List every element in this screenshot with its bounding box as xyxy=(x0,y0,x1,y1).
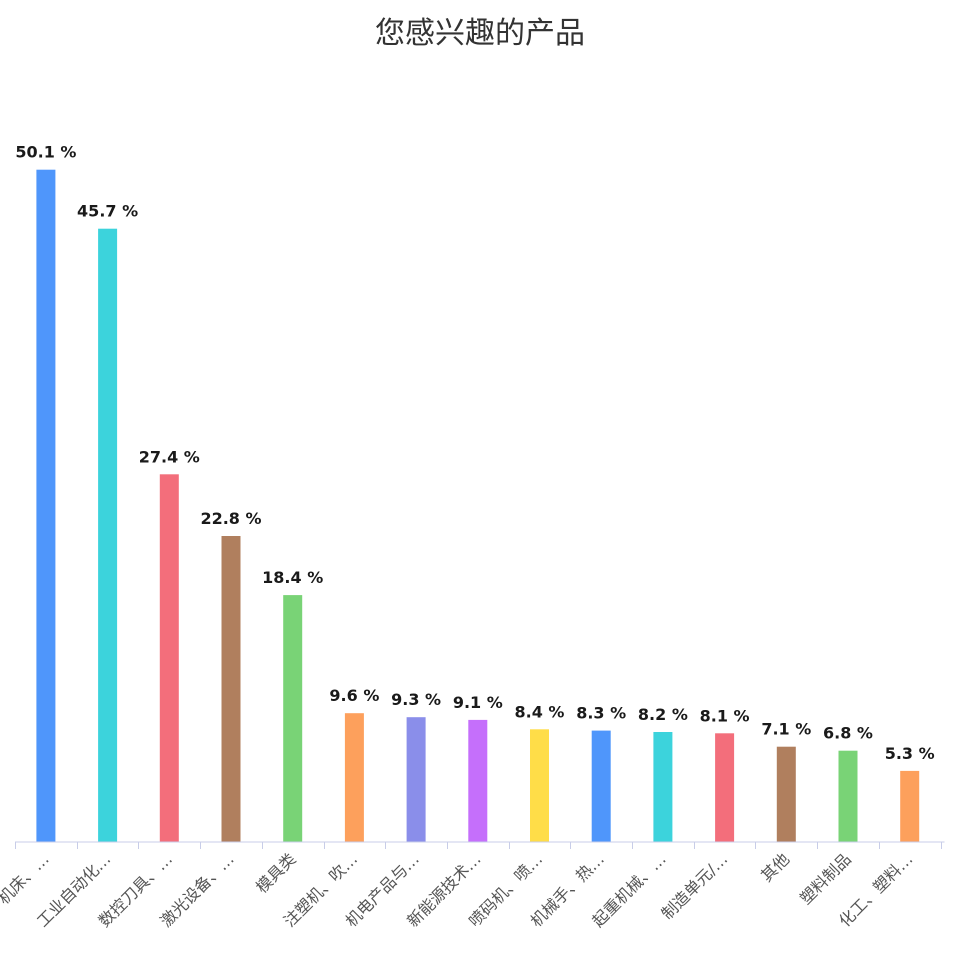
bar[interactable] xyxy=(221,536,241,842)
value-label: 9.3 % xyxy=(391,690,441,709)
value-label: 9.6 % xyxy=(329,686,379,705)
bar[interactable] xyxy=(468,719,488,842)
x-axis xyxy=(15,841,945,849)
value-label: 5.3 % xyxy=(885,744,935,763)
value-label: 6.8 % xyxy=(823,724,873,743)
category-label: 机床、… xyxy=(0,849,53,908)
value-label: 50.1 % xyxy=(15,143,76,162)
category-label: 模具类 xyxy=(252,849,299,896)
value-label: 18.4 % xyxy=(262,568,323,587)
value-label: 9.1 % xyxy=(453,693,503,712)
value-label: 8.1 % xyxy=(700,706,750,725)
bar[interactable] xyxy=(406,717,426,842)
value-label: 27.4 % xyxy=(139,447,200,466)
value-label: 7.1 % xyxy=(761,720,811,739)
bar[interactable] xyxy=(159,474,179,842)
bar[interactable] xyxy=(653,732,673,842)
bar[interactable] xyxy=(283,595,303,842)
bar[interactable] xyxy=(98,228,118,842)
bar[interactable] xyxy=(715,733,735,842)
bars-group xyxy=(36,169,920,842)
category-label: 塑料制品 xyxy=(796,849,855,908)
bar[interactable] xyxy=(591,730,611,842)
bar[interactable] xyxy=(776,746,796,842)
value-label: 45.7 % xyxy=(77,202,138,221)
chart-title: 您感兴趣的产品 xyxy=(375,16,585,51)
category-labels-group: 机床、…工业自动化…数控刀具、…激光设备、… 模具类注塑机、吹…机电产品与…新能源… xyxy=(0,849,917,930)
value-label: 8.4 % xyxy=(515,702,565,721)
bar[interactable] xyxy=(36,169,56,842)
category-label: 制造单元/… xyxy=(658,849,732,923)
bar[interactable] xyxy=(530,729,549,842)
value-label: 8.3 % xyxy=(576,704,626,723)
value-label: 22.8 % xyxy=(200,509,261,528)
bar[interactable] xyxy=(900,770,920,842)
bar[interactable] xyxy=(838,750,858,842)
bar[interactable] xyxy=(344,713,364,842)
value-label: 8.2 % xyxy=(638,705,688,724)
category-label: 其他 xyxy=(757,849,793,885)
value-labels-group: 50.1 % 45.7 % 27.4 % 22.8 % 18.4 % 9.6 % 9.3 %… xyxy=(15,143,934,763)
